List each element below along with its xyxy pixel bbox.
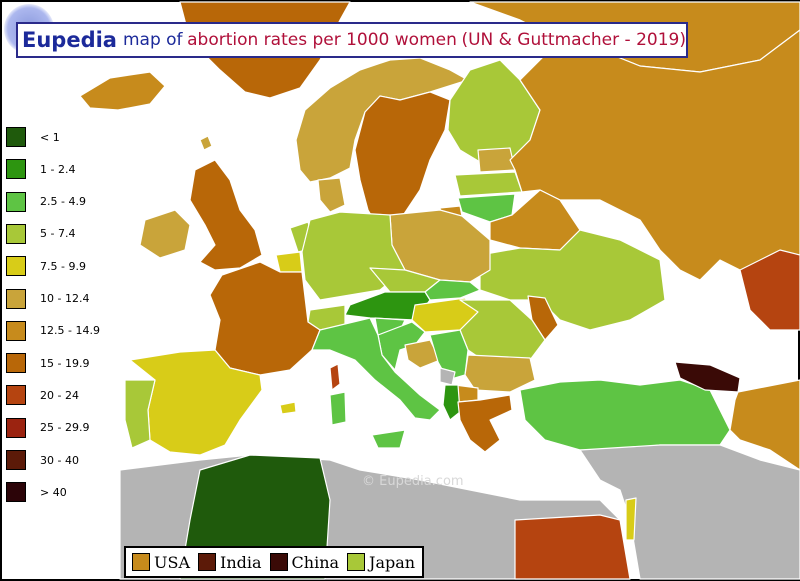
region-middle-east: [579, 444, 800, 580]
legend-swatch: [6, 353, 26, 374]
region-ireland: [139, 209, 191, 259]
region-azerbaijan: [729, 379, 800, 471]
legend-item: < 1: [6, 127, 60, 147]
region-france: [209, 261, 321, 376]
legend-label: 1 - 2.4: [40, 162, 76, 176]
comparison-item-china: China: [269, 552, 340, 572]
region-turkey: [519, 379, 731, 451]
comparison-swatch: [269, 553, 288, 571]
region-latvia: [454, 171, 523, 197]
region-italy: [311, 317, 441, 421]
region-iceland: [79, 71, 166, 111]
region-bulgaria: [464, 354, 536, 393]
legend-item: 12.5 - 14.9: [6, 320, 100, 341]
legend-swatch: [6, 127, 26, 147]
comparison-label: USA: [154, 552, 190, 572]
region-uk: [189, 159, 263, 271]
comparison-label: China: [291, 552, 340, 572]
legend-swatch: [6, 320, 26, 341]
comparison-swatch: [132, 553, 150, 571]
legend-item: 15 - 19.9: [6, 353, 90, 374]
legend-label: 20 - 24: [40, 388, 79, 402]
legend-label: 30 - 40: [40, 453, 79, 467]
comparison-swatch: [198, 553, 216, 571]
legend-swatch: [6, 288, 26, 309]
region-moldova: [527, 295, 559, 341]
legend-item: 10 - 12.4: [6, 288, 90, 309]
legend-swatch: [6, 417, 26, 438]
legend-label: < 1: [40, 130, 60, 144]
legend-item: 7.5 - 9.9: [6, 256, 86, 277]
title-part3: (UN & Guttmacher - 2019): [461, 30, 686, 50]
legend-swatch: [6, 191, 26, 212]
comparison-swatch: [347, 553, 366, 571]
region-sweden: [354, 91, 451, 231]
comparison-item-india: India: [198, 553, 262, 572]
legend-item: 5 - 7.4: [6, 223, 76, 244]
legend-label: 2.5 - 4.9: [40, 195, 86, 209]
map-title: Eupedia map of abortion rates per 1000 w…: [16, 22, 688, 58]
legend-label: > 40: [40, 485, 67, 499]
legend-label: 10 - 12.4: [40, 292, 90, 305]
region-egypt: [514, 514, 631, 580]
legend-item: 30 - 40: [6, 450, 79, 470]
region-sicily: [371, 429, 406, 449]
watermark: © Eupedia.com: [362, 474, 464, 489]
region-israel: [625, 497, 637, 541]
comparison-item-japan: Japan: [347, 553, 415, 572]
region-ukraine: [479, 229, 666, 331]
title-part2: abortion rates per 1000 women: [187, 30, 457, 50]
region-sardinia: [329, 391, 347, 426]
legend-swatch: [6, 159, 26, 180]
legend-swatch: [6, 450, 26, 470]
comparison-item-usa: USA: [132, 553, 190, 572]
comparison-label: India: [220, 552, 262, 572]
legend-item: > 40: [6, 482, 67, 503]
legend-swatch: [6, 482, 26, 503]
legend-label: 7.5 - 9.9: [40, 259, 86, 273]
legend-swatch: [6, 256, 26, 277]
title-brand: Eupedia: [22, 28, 117, 52]
legend-label: 12.5 - 14.9: [40, 324, 100, 338]
region-norway: [295, 57, 469, 183]
region-east-red: [739, 249, 800, 331]
legend-item: 20 - 24: [6, 385, 79, 406]
legend-label: 5 - 7.4: [40, 227, 76, 241]
title-part1: map of: [122, 30, 183, 50]
region-portugal: [124, 379, 156, 449]
legend-item: 25 - 29.9: [6, 417, 90, 438]
region-faroe: [199, 135, 213, 151]
region-denmark: [317, 177, 346, 213]
legend-item: 1 - 2.4: [6, 159, 76, 180]
region-greece: [457, 394, 513, 453]
legend-swatch: [6, 223, 26, 244]
legend-item: 2.5 - 4.9: [6, 191, 86, 212]
region-bosnia: [404, 339, 441, 369]
region-corsica: [329, 363, 341, 391]
legend-label: 15 - 19.9: [40, 356, 90, 370]
comparison-label: Japan: [369, 552, 416, 572]
legend-label: 25 - 29.9: [40, 421, 90, 435]
comparison-legend: USA India China Japan: [124, 546, 424, 578]
region-belgium: [275, 251, 303, 273]
region-albania: [442, 384, 461, 421]
region-balearic: [279, 401, 297, 415]
legend-swatch: [6, 385, 26, 406]
